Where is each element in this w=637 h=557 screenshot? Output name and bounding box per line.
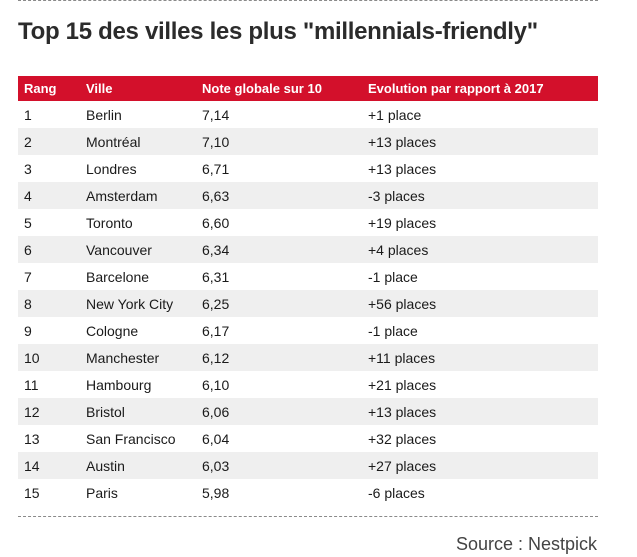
cell-note: 6,31 — [202, 268, 230, 285]
table-row: 5 Toronto 6,60 +19 places — [18, 209, 598, 236]
cell-rang: 8 — [24, 295, 32, 312]
cell-ville: Amsterdam — [86, 187, 158, 204]
cell-evolution: -1 place — [368, 322, 418, 339]
cell-note: 7,14 — [202, 106, 230, 123]
cell-rang: 11 — [24, 376, 39, 393]
cell-ville: Manchester — [86, 349, 160, 366]
cell-evolution: +11 places — [368, 349, 436, 366]
table-row: 11 Hambourg 6,10 +21 places — [18, 371, 598, 398]
cell-ville: Austin — [86, 457, 125, 474]
cell-note: 6,60 — [202, 214, 230, 231]
table-header-row: Rang Ville Note globale sur 10 Evolution… — [18, 76, 598, 101]
cell-rang: 15 — [24, 484, 40, 501]
cell-rang: 10 — [24, 349, 40, 366]
table-row: 15 Paris 5,98 -6 places — [18, 479, 598, 506]
cell-ville: Barcelone — [86, 268, 150, 285]
cell-evolution: +27 places — [368, 457, 437, 474]
cell-ville: Hambourg — [86, 376, 152, 393]
cell-evolution: +13 places — [368, 160, 437, 177]
table-body: 1 Berlin 7,14 +1 place 2 Montréal 7,10 +13 pla… — [18, 101, 598, 506]
cell-evolution: +21 places — [368, 376, 437, 393]
cell-rang: 6 — [24, 241, 32, 258]
cell-note: 6,25 — [202, 295, 230, 312]
table-row: 6 Vancouver 6,34 +4 places — [18, 236, 598, 263]
cell-evolution: +1 place — [368, 106, 422, 123]
cell-note: 6,63 — [202, 187, 230, 204]
cell-rang: 1 — [24, 106, 32, 123]
column-header-rang: Rang — [24, 81, 57, 96]
source-credit: Source : Nestpick — [455, 534, 597, 554]
cell-evolution: +32 places — [368, 430, 437, 447]
cell-ville: Berlin — [86, 106, 122, 123]
cell-note: 6,17 — [202, 322, 230, 339]
table-row: 10 Manchester 6,12 +11 places — [18, 344, 598, 371]
top-divider — [18, 0, 598, 1]
cell-evolution: -1 place — [368, 268, 418, 285]
column-header-evolution: Evolution par rapport à 2017 — [368, 81, 544, 96]
cell-rang: 14 — [24, 457, 40, 474]
cell-evolution: -6 places — [368, 484, 425, 501]
cell-rang: 7 — [24, 268, 32, 285]
cell-ville: Paris — [86, 484, 118, 501]
cell-ville: Londres — [86, 160, 137, 177]
cell-rang: 2 — [24, 133, 32, 150]
cell-ville: Toronto — [86, 214, 133, 231]
cell-note: 6,34 — [202, 241, 230, 258]
cell-note: 6,10 — [202, 376, 230, 393]
cell-note: 6,71 — [202, 160, 230, 177]
cell-rang: 3 — [24, 160, 32, 177]
cell-ville: Montréal — [86, 133, 141, 150]
cell-rang: 5 — [24, 214, 32, 231]
cell-evolution: +56 places — [368, 295, 437, 312]
cell-ville: San Francisco — [86, 430, 176, 447]
table-row: 9 Cologne 6,17 -1 place — [18, 317, 598, 344]
table-row: 2 Montréal 7,10 +13 places — [18, 128, 598, 155]
cell-evolution: +13 places — [368, 403, 437, 420]
table-row: 13 San Francisco 6,04 +32 places — [18, 425, 598, 452]
cell-rang: 9 — [24, 322, 32, 339]
cell-note: 6,06 — [202, 403, 230, 420]
table-row: 14 Austin 6,03 +27 places — [18, 452, 598, 479]
table-row: 8 New York City 6,25 +56 places — [18, 290, 598, 317]
cell-rang: 12 — [24, 403, 40, 420]
table-row: 1 Berlin 7,14 +1 place — [18, 101, 598, 128]
cell-note: 7,10 — [202, 133, 230, 150]
table-row: 7 Barcelone 6,31 -1 place — [18, 263, 598, 290]
table-row: 3 Londres 6,71 +13 places — [18, 155, 598, 182]
table-row: 4 Amsterdam 6,63 -3 places — [18, 182, 598, 209]
column-header-note: Note globale sur 10 — [202, 81, 322, 96]
cell-note: 6,03 — [202, 457, 230, 474]
cell-note: 6,04 — [202, 430, 230, 447]
cell-note: 5,98 — [202, 484, 230, 501]
page-title: Top 15 des villes les plus "millennials-… — [18, 18, 538, 45]
cell-evolution: +4 places — [368, 241, 429, 258]
cell-ville: New York City — [86, 295, 174, 312]
cell-ville: Cologne — [86, 322, 139, 339]
cell-rang: 13 — [24, 430, 40, 447]
bottom-divider — [18, 516, 598, 517]
cell-evolution: -3 places — [368, 187, 425, 204]
ranking-table: Rang Ville Note globale sur 10 Evolution… — [18, 76, 598, 506]
cell-evolution: +19 places — [368, 214, 437, 231]
cell-note: 6,12 — [202, 349, 230, 366]
cell-ville: Bristol — [86, 403, 125, 420]
column-header-ville: Ville — [86, 81, 113, 96]
table-row: 12 Bristol 6,06 +13 places — [18, 398, 598, 425]
cell-rang: 4 — [24, 187, 32, 204]
cell-evolution: +13 places — [368, 133, 437, 150]
cell-ville: Vancouver — [86, 241, 152, 258]
